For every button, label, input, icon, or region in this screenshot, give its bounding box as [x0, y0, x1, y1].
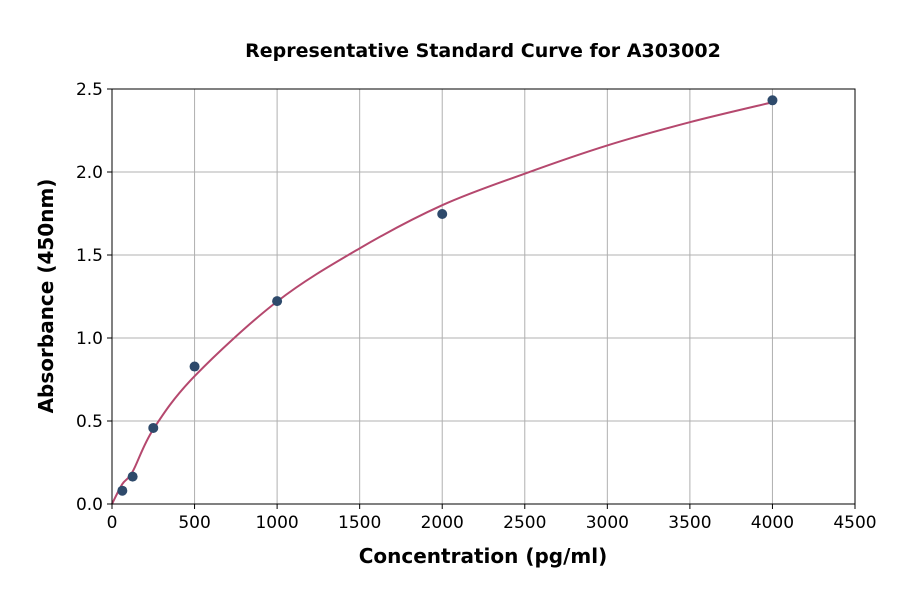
data-point: [272, 296, 283, 307]
y-tick-label: 1.0: [76, 329, 103, 349]
y-tick-label: 2.5: [76, 80, 103, 100]
data-point: [117, 485, 128, 496]
x-tick-label: 1500: [338, 513, 381, 533]
data-point: [189, 361, 200, 372]
x-tick-label: 4000: [751, 513, 794, 533]
data-point: [148, 422, 159, 433]
x-tick-label: 3000: [586, 513, 629, 533]
x-tick-label: 1000: [255, 513, 298, 533]
y-axis-label: Absorbance (450nm): [34, 179, 58, 414]
y-tick-label: 0.0: [76, 495, 103, 515]
y-tick-label: 0.5: [76, 412, 103, 432]
x-tick-label: 500: [178, 513, 210, 533]
x-tick-label: 2000: [421, 513, 464, 533]
y-tick-label: 2.0: [76, 163, 103, 183]
x-tick-label: 0: [107, 513, 118, 533]
x-axis-label: Concentration (pg/ml): [359, 544, 608, 568]
x-tick-label: 3500: [668, 513, 711, 533]
data-point: [767, 95, 778, 106]
data-point: [437, 208, 448, 219]
fit-curve-line: [111, 101, 773, 505]
y-tick-label: 1.5: [76, 246, 103, 266]
data-point: [127, 471, 138, 482]
x-tick-label: 2500: [503, 513, 546, 533]
x-tick-label: 4500: [833, 513, 876, 533]
chart-title: Representative Standard Curve for A30300…: [245, 40, 721, 62]
plot-frame: [111, 88, 856, 505]
